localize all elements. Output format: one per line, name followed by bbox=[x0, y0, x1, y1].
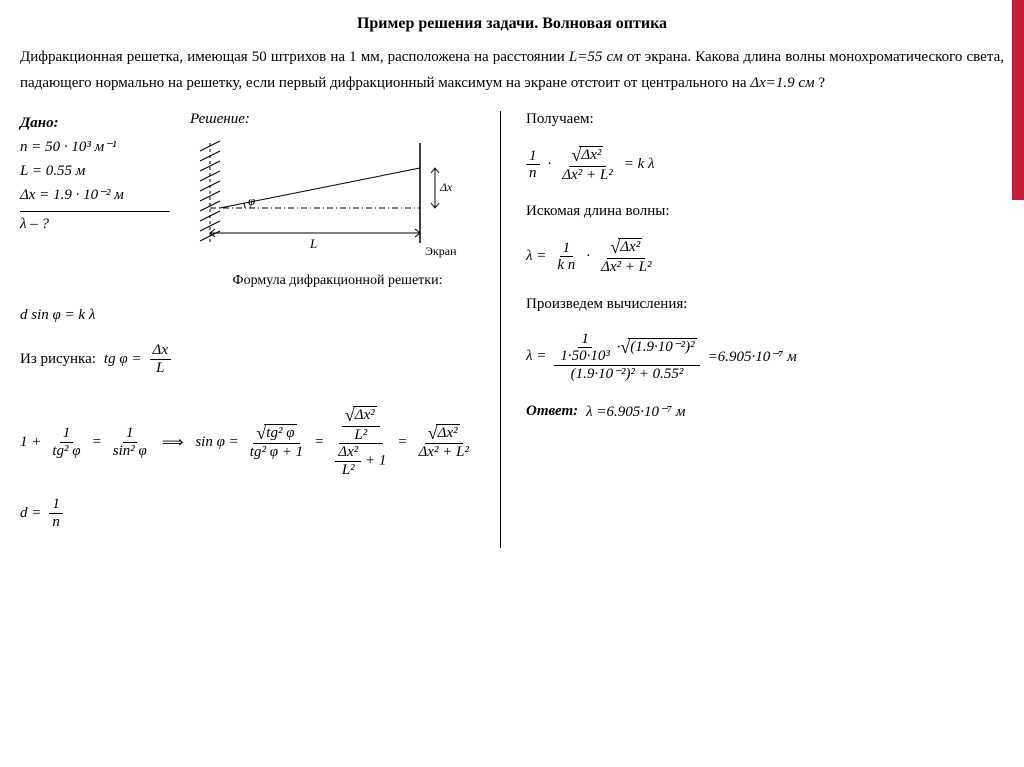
right-column: Получаем: 1n · √Δx² Δx² + L² = k λ Иском… bbox=[500, 111, 980, 548]
svg-text:Δx: Δx bbox=[439, 180, 453, 194]
lambda-formula: λ = 1k n · √Δx² Δx² + L² bbox=[526, 238, 980, 275]
formula-dsinphi: d sin φ = k λ bbox=[20, 307, 95, 324]
var-dx: Δx bbox=[750, 75, 765, 91]
qmark: ? bbox=[818, 75, 825, 91]
svg-text:φ: φ bbox=[248, 193, 255, 208]
tg-phi-label: tg φ = bbox=[104, 351, 142, 368]
we-get-label: Получаем: bbox=[526, 111, 980, 128]
solution-title: Решение: bbox=[190, 111, 485, 128]
answer-line: Ответ: λ =6.905·10⁻⁷ м bbox=[526, 402, 980, 421]
svg-text:L: L bbox=[309, 236, 317, 251]
given-dx: Δx = 1.9 · 10⁻² м bbox=[20, 183, 170, 207]
svg-text:Экран: Экран bbox=[425, 244, 457, 258]
find-lambda: λ – ? bbox=[20, 212, 170, 233]
sin-derivation: 1 + 1tg² φ = 1sin² φ ⟹ sin φ = √tg² φ tg… bbox=[20, 406, 485, 478]
problem-statement: Дифракционная решетка, имеющая 50 штрихо… bbox=[20, 45, 1004, 96]
given-and-diagram: Дано: n = 50 · 10³ м⁻¹ L = 0.55 м Δx = 1… bbox=[20, 111, 485, 289]
tg-num: Δx bbox=[150, 342, 171, 360]
diffraction-diagram: φ Δx L Экран bbox=[190, 133, 485, 268]
sought-section: Искомая длина волны: λ = 1k n · √Δx² Δx²… bbox=[526, 203, 980, 275]
tg-den: L bbox=[153, 360, 167, 377]
sought-label: Искомая длина волны: bbox=[526, 203, 980, 220]
d-formula: d = 1 n bbox=[20, 496, 485, 530]
calc-formula: λ = 11·50·10³ ·√(1.9·10⁻²)² (1.9·10⁻²)² … bbox=[526, 331, 980, 383]
grating-formula: d sin φ = k λ bbox=[20, 307, 485, 324]
val-L: =55 см bbox=[577, 49, 622, 65]
result-value: =6.905·10⁻⁷ м bbox=[708, 347, 797, 366]
problem-text-1: Дифракционная решетка, имеющая 50 штрихо… bbox=[20, 49, 569, 65]
given-section: Дано: n = 50 · 10³ м⁻¹ L = 0.55 м Δx = 1… bbox=[20, 111, 170, 289]
we-get-formula: 1n · √Δx² Δx² + L² = k λ bbox=[526, 146, 980, 183]
given-n: n = 50 · 10³ м⁻¹ bbox=[20, 135, 170, 159]
given-L: L = 0.55 м bbox=[20, 159, 170, 183]
answer-value: λ =6.905·10⁻⁷ м bbox=[586, 402, 685, 421]
given-title: Дано: bbox=[20, 111, 170, 135]
we-get-section: Получаем: 1n · √Δx² Δx² + L² = k λ bbox=[526, 111, 980, 183]
d-den: n bbox=[49, 514, 63, 531]
diagram-area: Решение: bbox=[190, 111, 485, 289]
left-column: Дано: n = 50 · 10³ м⁻¹ L = 0.55 м Δx = 1… bbox=[20, 111, 500, 548]
tg-phi-frac: Δx L bbox=[150, 342, 171, 376]
var-L: L bbox=[569, 49, 577, 65]
solution-area: Дано: n = 50 · 10³ м⁻¹ L = 0.55 м Δx = 1… bbox=[20, 111, 1004, 548]
calc-section: Произведем вычисления: λ = 11·50·10³ ·√(… bbox=[526, 296, 980, 383]
problem-text-1b: от экрана. bbox=[627, 49, 691, 65]
d-num: 1 bbox=[49, 496, 63, 514]
val-dx: =1.9 см bbox=[766, 75, 815, 91]
from-figure-label: Из рисунка: bbox=[20, 351, 96, 368]
answer-label: Ответ: bbox=[526, 403, 578, 420]
from-figure-line: Из рисунка: tg φ = Δx L bbox=[20, 342, 485, 376]
page-title: Пример решения задачи. Волновая оптика bbox=[20, 15, 1004, 33]
diagram-caption: Формула дифракционной решетки: bbox=[190, 273, 485, 289]
d-frac: 1 n bbox=[49, 496, 63, 530]
accent-bar bbox=[1012, 0, 1024, 200]
d-eq-label: d = bbox=[20, 505, 41, 522]
calc-label: Произведем вычисления: bbox=[526, 296, 980, 313]
